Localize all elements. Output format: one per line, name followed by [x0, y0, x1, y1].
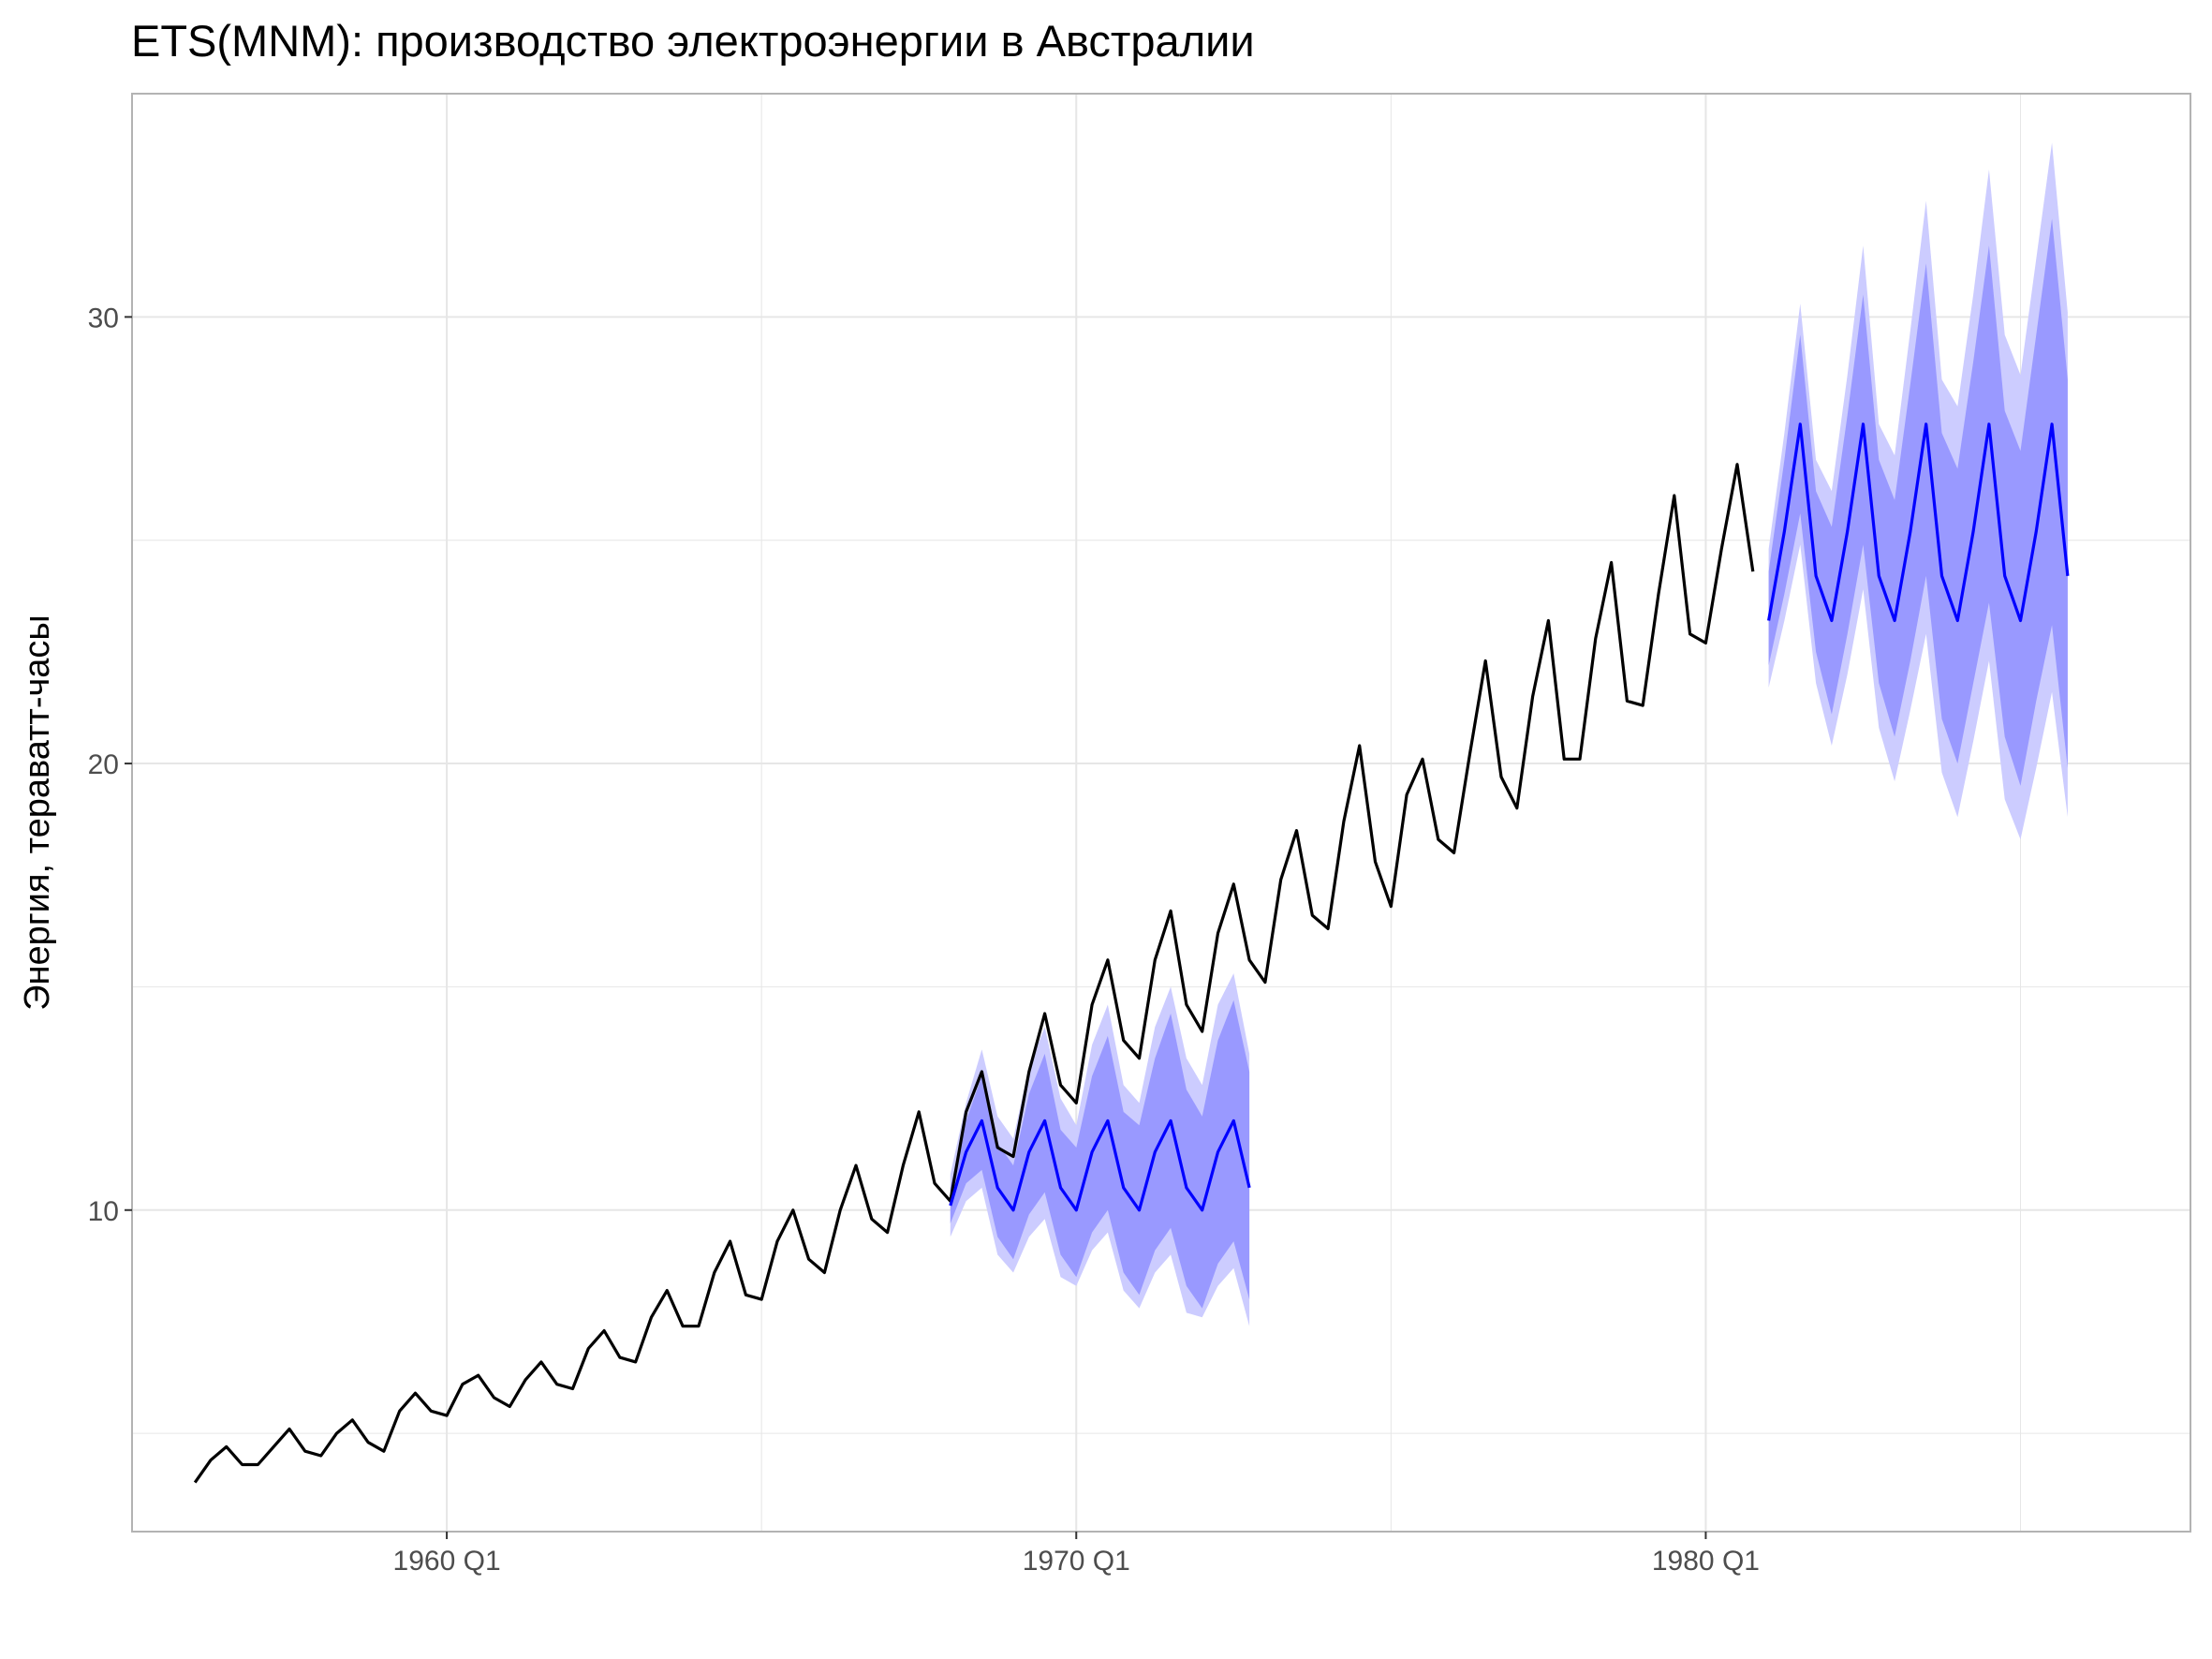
x-tick-label: 1970 Q1 — [1023, 1546, 1130, 1577]
line-layer — [193, 422, 2070, 1484]
y-axis-title: Энергия, тераватт-часы — [18, 615, 57, 1011]
panel-border — [131, 93, 2191, 1533]
plot-panel — [131, 93, 2191, 1533]
y-tick-label: 20 — [88, 749, 119, 780]
grid-layer — [131, 94, 2190, 1532]
forecast-mean-line — [949, 1118, 1251, 1212]
x-tick-label: 1980 Q1 — [1652, 1546, 1760, 1577]
chart-title: ETS(MNM): производство электроэнергии в … — [131, 16, 1255, 66]
y-tick-label: 30 — [88, 303, 119, 333]
forecast-band-80 — [1768, 218, 2068, 786]
forecast-mean-line — [1767, 422, 2070, 623]
y-axis-ticks: 10 20 30 — [88, 303, 132, 1227]
band80-layer — [950, 218, 2068, 1309]
series-line-actual — [193, 463, 1755, 1484]
x-tick-label: 1960 Q1 — [393, 1546, 501, 1577]
x-axis-ticks: 1960 Q1 1970 Q1 1980 Q1 — [393, 1532, 1760, 1577]
forecast-band-80 — [950, 1000, 1250, 1309]
y-tick-label: 10 — [88, 1196, 119, 1227]
